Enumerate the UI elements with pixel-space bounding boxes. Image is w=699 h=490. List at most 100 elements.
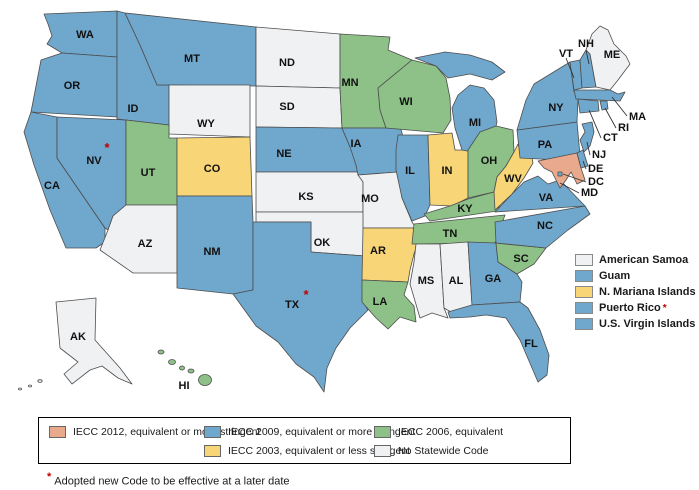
state-label: VT [559,48,573,60]
state-label: NE [276,148,291,160]
state-shape [157,349,212,386]
state-label: VA [539,192,554,204]
legend-column: IECC 2006, equivalent No Statewide Code [374,425,503,463]
state-label: NV [86,155,102,167]
state-shape [125,119,178,206]
state-shape [176,195,254,295]
state-label: TN [443,228,458,240]
legend-swatch [204,425,221,438]
legend-item: IECC 2003, equivalent or less stringent [204,444,415,457]
state-label: NH [578,38,594,50]
state-label: GA [485,273,502,285]
state-label: OK [314,237,331,249]
legend-swatch [374,425,391,438]
leader-line [604,107,617,129]
state-shape [577,98,600,114]
state-label: ME [604,49,621,61]
state-label: MA [629,111,646,123]
state-shape [30,52,118,118]
state-label: NJ [592,149,606,161]
state-label: WI [399,96,412,108]
leader-line [582,160,587,170]
legend-swatch [204,444,221,457]
leader-line [611,96,628,117]
state-shape [557,171,563,177]
tx-later-date-asterisk: * [303,287,309,302]
territory-swatch [575,302,593,314]
state-label: IN [442,165,453,177]
state-label: SC [513,253,528,265]
legend-label: IECC 2006, equivalent [398,425,504,438]
territory-swatch [575,286,593,298]
state-shape [255,26,341,89]
state-label: WY [197,118,215,130]
legend-label: No Statewide Code [398,444,489,457]
state-label: SD [279,101,294,113]
leader-line [585,49,590,65]
footnote-text: Adopted new Code to be effective at a la… [54,475,290,488]
state-label: CO [204,163,221,175]
legend-item: IECC 2006, equivalent [374,425,503,438]
leader-line [586,141,591,156]
territory-row: N. Mariana Islands [575,284,696,300]
state-shape [599,100,609,111]
state-label: ID [128,103,139,115]
state-label: NM [203,246,220,258]
state-label: MI [469,117,481,129]
leader-line [562,173,587,183]
territories-list: American Samoa Guam N. Mariana Islands P… [575,252,696,332]
territory-swatch [575,254,593,266]
territory-swatch [575,318,593,330]
state-label: MT [184,53,200,65]
state-label: AR [370,245,386,257]
state-label: MO [361,193,379,205]
territory-label: American Samoa [599,254,689,266]
state-label: MS [418,275,435,287]
state-shape [232,221,369,393]
footnote: * Adopted new Code to be effective at a l… [47,471,290,488]
state-label: KS [298,191,313,203]
state-label: WA [76,29,94,41]
state-label: NC [537,220,553,232]
legend-box: IECC 2012, equivalent or more stringent … [38,417,571,464]
legend-label: IECC 2003, equivalent or less stringent [228,444,411,457]
leader-line [588,109,602,139]
state-label: IA [351,138,362,150]
state-label: DE [588,163,603,175]
state-label: HI [179,380,190,392]
state-label: RI [618,122,629,134]
state-label: DC [588,176,604,188]
state-label: UT [141,167,156,179]
state-shape [447,301,550,383]
state-shape [579,121,595,153]
state-label: LA [373,296,388,308]
state-label: WV [504,173,522,185]
state-label: KY [457,203,473,215]
state-label: FL [524,338,538,350]
state-shape [585,25,631,91]
legend-column: IECC 2009, equivalent or more stringent … [204,425,415,463]
state-label: AK [70,331,86,343]
state-label: AL [449,275,464,287]
state-shape [255,126,359,173]
state-shape [576,149,589,169]
leader-line [559,182,580,194]
state-label: IL [405,165,415,177]
state-shape [377,59,452,134]
territory-label: Puerto Rico [599,302,661,314]
state-label: ND [279,57,295,69]
territory-label: N. Mariana Islands [599,286,696,298]
leader-line [565,57,575,79]
state-label: MN [341,77,358,89]
state-label: NY [548,102,564,114]
puerto-rico-later-date-asterisk: * [662,302,667,314]
state-label: OH [481,155,498,167]
nv-later-date-asterisk: * [104,140,110,155]
territory-row: American Samoa [575,252,696,268]
legend-label: IECC 2009, equivalent or more stringent [228,425,416,438]
legend-swatch [49,425,66,438]
state-shape [255,85,343,129]
state-shape [17,297,133,391]
territory-swatch [575,270,593,282]
